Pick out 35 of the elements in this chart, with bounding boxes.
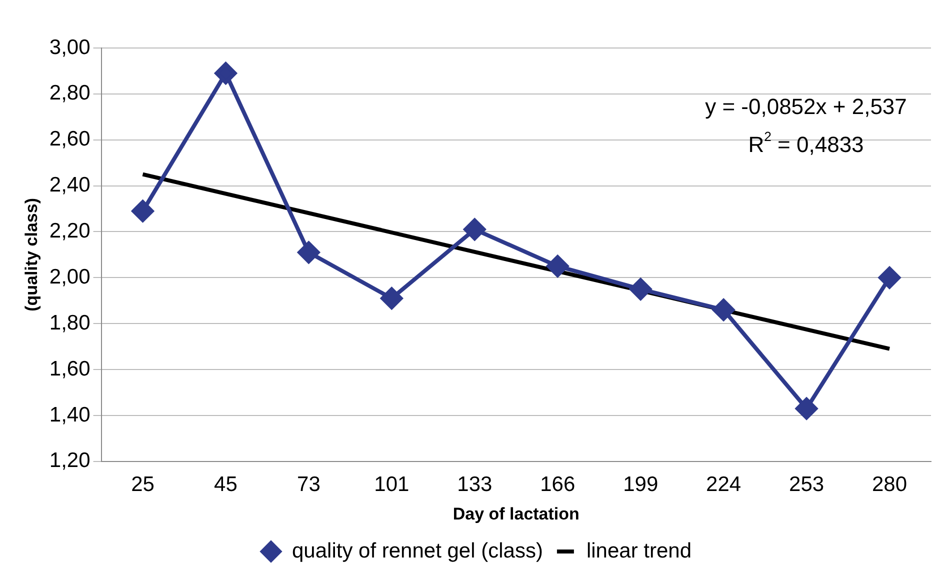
y-tick-label: 2,00 bbox=[49, 265, 90, 288]
point bbox=[298, 241, 320, 264]
x-axis-title: Day of lactation bbox=[452, 504, 580, 524]
x-tick-label: 25 bbox=[131, 472, 154, 496]
x-tick-label: 45 bbox=[214, 472, 238, 496]
y-tick-label: 2,80 bbox=[49, 82, 90, 105]
y-tick-label: 1,40 bbox=[49, 403, 90, 426]
point bbox=[796, 398, 818, 420]
point bbox=[878, 266, 901, 289]
x-tick-label: 199 bbox=[623, 472, 658, 496]
x-tick-label: 224 bbox=[706, 472, 742, 496]
point bbox=[132, 200, 154, 222]
y-tick-label: 3,00 bbox=[49, 36, 90, 59]
y-tick-label: 2,40 bbox=[49, 174, 90, 197]
y-tick-label: 2,60 bbox=[49, 128, 90, 151]
legend-label: linear trend bbox=[586, 539, 692, 562]
legend-label: quality of rennet gel (class) bbox=[292, 539, 543, 562]
point bbox=[380, 287, 403, 310]
point bbox=[464, 218, 486, 240]
point bbox=[712, 298, 735, 321]
x-tick-label: 280 bbox=[872, 472, 908, 496]
y-tick-label: 2,20 bbox=[49, 220, 90, 243]
y-axis-title: (quality class) bbox=[22, 198, 41, 312]
y-tick-label: 1,80 bbox=[49, 311, 90, 334]
point bbox=[546, 255, 569, 278]
x-tick-label: 133 bbox=[457, 472, 492, 496]
y-tick-label: 1,20 bbox=[49, 449, 90, 472]
annotation: y = -0,0852x + 2,537 bbox=[705, 94, 907, 120]
x-tick-label: 166 bbox=[540, 472, 576, 496]
x-tick-label: 73 bbox=[297, 472, 320, 496]
x-tick-label: 253 bbox=[789, 472, 824, 496]
y-tick-label: 1,60 bbox=[49, 357, 90, 380]
x-tick-label: 101 bbox=[374, 472, 410, 496]
point bbox=[630, 278, 652, 300]
point bbox=[214, 62, 237, 84]
